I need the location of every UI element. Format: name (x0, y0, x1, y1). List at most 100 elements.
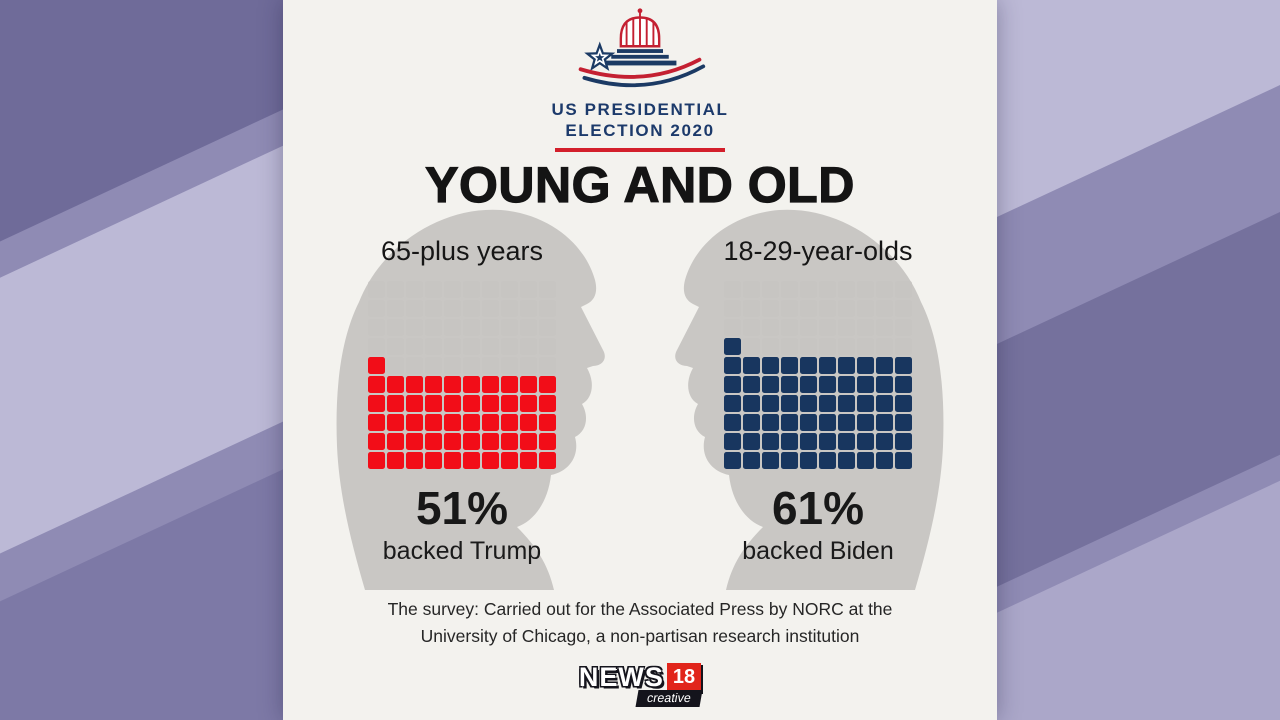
waffle-cell (387, 433, 404, 451)
waffle-cell (724, 338, 741, 356)
waffle-cell (895, 319, 912, 337)
waffle-cell (857, 376, 874, 394)
waffle-cell (838, 338, 855, 356)
waffle-cell (762, 452, 779, 470)
infographic-content: US PRESIDENTIAL ELECTION 2020 YOUNG AND … (283, 0, 997, 707)
waffle-cell (463, 376, 480, 394)
waffle-cell (781, 395, 798, 413)
waffle-cell (800, 338, 817, 356)
capitol-icon (578, 8, 706, 88)
waffle-cell (895, 433, 912, 451)
waffle-cell (368, 414, 385, 432)
waffle-cell (520, 433, 537, 451)
waffle-cell (819, 319, 836, 337)
waffle-cell (838, 300, 855, 318)
waffle-cell (406, 357, 423, 375)
waffle-cell (406, 414, 423, 432)
survey-source-note: The survey: Carried out for the Associat… (283, 596, 997, 649)
waffle-cell (501, 376, 518, 394)
waffle-cell (368, 319, 385, 337)
waffle-cell (838, 414, 855, 432)
waffle-cell (819, 395, 836, 413)
waffle-cell (743, 338, 760, 356)
waffle-cell (743, 376, 760, 394)
waffle-cell (520, 414, 537, 432)
waffle-cell (762, 281, 779, 299)
waffle-cell (724, 281, 741, 299)
waffle-cell (520, 452, 537, 470)
waffle-cell (387, 376, 404, 394)
waffle-cell (781, 281, 798, 299)
waffle-cell (743, 414, 760, 432)
waffle-cell (463, 300, 480, 318)
waffle-cell (819, 433, 836, 451)
waffle-cell (857, 319, 874, 337)
waffle-cell (368, 395, 385, 413)
waffle-cell (444, 300, 461, 318)
waffle-cell (876, 452, 893, 470)
waffle-cell (501, 433, 518, 451)
waffle-cell (463, 281, 480, 299)
news18-creative-label: creative (635, 689, 703, 707)
waffle-cell (482, 300, 499, 318)
waffle-cell (425, 300, 442, 318)
waffle-cell (501, 338, 518, 356)
waffle-cell (482, 338, 499, 356)
waffle-cell (463, 395, 480, 413)
waffle-cell (743, 319, 760, 337)
waffle-cell (387, 300, 404, 318)
waffle-cell (444, 338, 461, 356)
waffle-cell (819, 376, 836, 394)
waffle-cell (444, 395, 461, 413)
waffle-cell (838, 357, 855, 375)
waffle-cell (743, 433, 760, 451)
waffle-cell (876, 433, 893, 451)
waffle-cell (857, 338, 874, 356)
waffle-cell (895, 395, 912, 413)
waffle-cell (444, 357, 461, 375)
waffle-cell (368, 338, 385, 356)
survey-line2: University of Chicago, a non-partisan re… (420, 625, 860, 646)
waffle-cell (368, 357, 385, 375)
waffle-cell (520, 338, 537, 356)
waffle-cell (520, 357, 537, 375)
chart-column-18-29: 18-29-year-olds 61% backed Biden (668, 236, 968, 566)
waffle-cell (857, 433, 874, 451)
waffle-cell (520, 319, 537, 337)
waffle-cell (406, 319, 423, 337)
waffle-cell (501, 319, 518, 337)
waffle-cell (724, 300, 741, 318)
waffle-cell (895, 281, 912, 299)
waffle-cell (762, 300, 779, 318)
waffle-cell (838, 281, 855, 299)
waffle-cell (800, 452, 817, 470)
waffle-cell (539, 300, 556, 318)
waffle-cell (762, 433, 779, 451)
waffle-cell (387, 414, 404, 432)
waffle-cell (876, 338, 893, 356)
waffle-cell (876, 300, 893, 318)
waffle-cell (800, 281, 817, 299)
waffle-chart-18-29 (724, 281, 912, 470)
waffle-cell (781, 357, 798, 375)
waffle-cell (463, 452, 480, 470)
waffle-cell (743, 281, 760, 299)
waffle-cell (895, 300, 912, 318)
waffle-cell (724, 395, 741, 413)
waffle-cell (387, 357, 404, 375)
event-kicker-line1: US PRESIDENTIAL (551, 100, 729, 119)
waffle-cell (444, 281, 461, 299)
waffle-cell (857, 357, 874, 375)
waffle-cell (520, 395, 537, 413)
infographic-card: US PRESIDENTIAL ELECTION 2020 YOUNG AND … (283, 0, 997, 720)
waffle-cell (482, 319, 499, 337)
waffle-cell (463, 414, 480, 432)
waffle-cell (539, 281, 556, 299)
waffle-cell (539, 319, 556, 337)
waffle-cell (724, 433, 741, 451)
waffle-cell (857, 281, 874, 299)
waffle-cell (406, 452, 423, 470)
waffle-cell (838, 433, 855, 451)
waffle-cell (876, 357, 893, 375)
waffle-cell (501, 452, 518, 470)
